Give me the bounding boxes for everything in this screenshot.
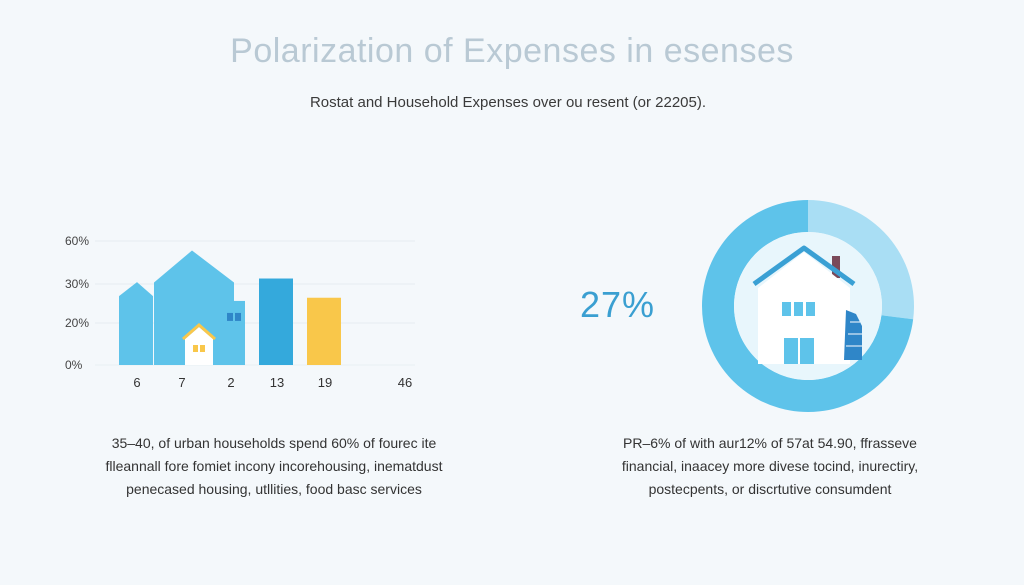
door-icon xyxy=(784,338,798,364)
x-tick-label: 13 xyxy=(270,375,284,390)
y-tick-label: 60% xyxy=(65,234,89,248)
house-icon xyxy=(752,245,862,364)
page-subtitle: Rostat and Household Expenses over ou re… xyxy=(309,94,707,111)
window-icon xyxy=(782,302,791,316)
caption-left-line: 35–40, of urban households spend 60% of … xyxy=(111,435,437,451)
y-tick-label: 0% xyxy=(65,358,83,372)
x-tick-label: 19 xyxy=(318,375,332,390)
roof-icon xyxy=(752,245,856,287)
window-icon xyxy=(794,302,803,316)
x-tick-label: 6 xyxy=(133,375,140,390)
caption-right: PR–6% of with aur12% of 57at 54.90, ffra… xyxy=(560,432,980,501)
bar xyxy=(119,282,153,365)
caption-right-line: postecpents, or discrtutive consumdent xyxy=(648,481,892,497)
x-tick-label: 7 xyxy=(178,375,185,390)
bar xyxy=(259,278,293,365)
stat-percent-label: 27% xyxy=(580,284,656,325)
caption-left-line: penecased housing, utllities, food basc … xyxy=(126,481,422,497)
window-icon xyxy=(227,312,233,321)
small-house-icon xyxy=(185,327,213,365)
window-icon xyxy=(200,345,205,352)
x-tick-label: 2 xyxy=(227,375,234,390)
window-icon xyxy=(806,302,815,316)
caption-right-line: financial, inaacey more divese tocind, i… xyxy=(621,458,919,474)
house-body-icon xyxy=(758,252,850,364)
caption-left-line: flleannall fore fomiet incony incorehous… xyxy=(105,458,443,474)
donut-slice xyxy=(808,200,914,320)
chimney-icon xyxy=(832,256,840,278)
door-icon xyxy=(800,338,814,364)
bar xyxy=(217,300,245,365)
y-tick-label: 20% xyxy=(65,316,89,330)
bar-chart: 60% 30% 20% 0% 6 7 2 13 19 46 xyxy=(65,234,415,390)
caption-right-line: PR–6% of with aur12% of 57at 54.90, ffra… xyxy=(623,435,917,451)
y-tick-label: 30% xyxy=(65,277,89,291)
x-tick-label: 46 xyxy=(398,375,412,390)
caption-left: 35–40, of urban households spend 60% of … xyxy=(64,432,484,501)
bar xyxy=(307,297,341,365)
small-house-roof-icon xyxy=(182,323,216,341)
page-title: Polarization of Expenses in esenses xyxy=(230,32,794,70)
donut-chart xyxy=(702,200,914,412)
window-icon xyxy=(235,312,241,321)
window-icon xyxy=(193,345,198,352)
